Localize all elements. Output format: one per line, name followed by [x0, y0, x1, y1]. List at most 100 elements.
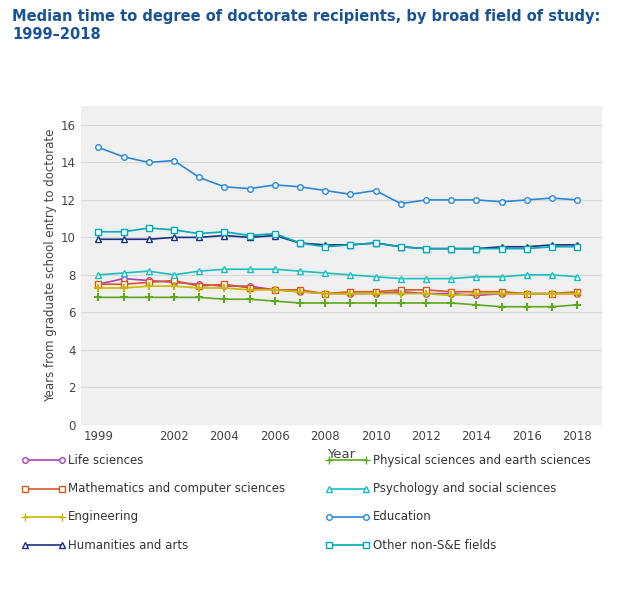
Engineering	[448, 292, 455, 299]
Psychology and social sciences	[448, 275, 455, 282]
Mathematics and computer sciences	[448, 288, 455, 295]
Psychology and social sciences	[322, 270, 329, 277]
Psychology and social sciences	[523, 271, 530, 278]
Physical sciences and earth sciences	[498, 303, 505, 310]
Life sciences	[120, 275, 127, 282]
Physical sciences and earth sciences	[220, 296, 228, 303]
Physical sciences and earth sciences	[372, 300, 379, 307]
Other non-S&E fields	[246, 232, 253, 239]
Life sciences	[170, 279, 178, 286]
Education	[523, 196, 530, 204]
Education	[120, 153, 127, 160]
Text: Humanities and arts: Humanities and arts	[68, 539, 189, 552]
Psychology and social sciences	[145, 268, 153, 275]
Life sciences	[94, 281, 102, 288]
Mathematics and computer sciences	[246, 284, 253, 291]
Physical sciences and earth sciences	[246, 296, 253, 303]
Text: Mathematics and computer sciences: Mathematics and computer sciences	[68, 482, 286, 495]
Physical sciences and earth sciences	[145, 294, 153, 301]
Life sciences	[296, 288, 304, 295]
Other non-S&E fields	[498, 245, 505, 252]
Education	[220, 183, 228, 191]
Other non-S&E fields	[473, 245, 480, 252]
Physical sciences and earth sciences	[473, 301, 480, 309]
Other non-S&E fields	[372, 240, 379, 247]
Education	[372, 187, 379, 194]
Humanities and arts	[220, 232, 228, 239]
Other non-S&E fields	[347, 241, 354, 248]
Physical sciences and earth sciences	[322, 300, 329, 307]
Psychology and social sciences	[296, 268, 304, 275]
Physical sciences and earth sciences	[422, 300, 430, 307]
Line: Engineering: Engineering	[94, 282, 581, 300]
Life sciences	[220, 283, 228, 290]
Engineering	[322, 290, 329, 297]
Psychology and social sciences	[196, 268, 203, 275]
Engineering	[473, 290, 480, 297]
Education	[498, 198, 505, 205]
Line: Humanities and arts: Humanities and arts	[95, 232, 581, 252]
Mathematics and computer sciences	[422, 286, 430, 293]
Line: Life sciences: Life sciences	[96, 276, 580, 299]
Mathematics and computer sciences	[94, 281, 102, 288]
Other non-S&E fields	[296, 240, 304, 247]
Mathematics and computer sciences	[220, 281, 228, 288]
Mathematics and computer sciences	[322, 290, 329, 297]
Other non-S&E fields	[271, 230, 278, 237]
Education	[296, 183, 304, 191]
Humanities and arts	[145, 236, 153, 243]
Psychology and social sciences	[220, 266, 228, 273]
Physical sciences and earth sciences	[448, 300, 455, 307]
Engineering	[246, 286, 253, 293]
Education	[448, 196, 455, 204]
Engineering	[271, 286, 278, 293]
Life sciences	[573, 290, 581, 297]
Mathematics and computer sciences	[372, 288, 379, 295]
Other non-S&E fields	[94, 228, 102, 235]
Psychology and social sciences	[372, 273, 379, 280]
Humanities and arts	[372, 240, 379, 247]
Physical sciences and earth sciences	[347, 300, 354, 307]
Psychology and social sciences	[246, 266, 253, 273]
Engineering	[422, 290, 430, 297]
Mathematics and computer sciences	[271, 286, 278, 293]
Engineering	[120, 284, 127, 291]
Psychology and social sciences	[548, 271, 556, 278]
X-axis label: Year: Year	[327, 448, 356, 461]
Engineering	[347, 290, 354, 297]
Physical sciences and earth sciences	[296, 300, 304, 307]
Line: Psychology and social sciences: Psychology and social sciences	[95, 266, 581, 282]
Life sciences	[548, 290, 556, 297]
Mathematics and computer sciences	[573, 288, 581, 295]
Psychology and social sciences	[573, 273, 581, 280]
Text: 1999–2018: 1999–2018	[12, 27, 101, 41]
Humanities and arts	[170, 234, 178, 241]
Education	[473, 196, 480, 204]
Line: Education: Education	[96, 145, 580, 206]
Physical sciences and earth sciences	[548, 303, 556, 310]
Engineering	[196, 284, 203, 291]
Mathematics and computer sciences	[498, 288, 505, 295]
Life sciences	[498, 290, 505, 297]
Text: Education: Education	[373, 510, 432, 523]
Humanities and arts	[94, 236, 102, 243]
Text: Median time to degree of doctorate recipients, by broad field of study:: Median time to degree of doctorate recip…	[12, 9, 601, 24]
Mathematics and computer sciences	[196, 283, 203, 290]
Other non-S&E fields	[322, 243, 329, 250]
Other non-S&E fields	[548, 243, 556, 250]
Other non-S&E fields	[120, 228, 127, 235]
Life sciences	[448, 290, 455, 297]
Mathematics and computer sciences	[548, 290, 556, 297]
Text: Psychology and social sciences: Psychology and social sciences	[373, 482, 556, 495]
Humanities and arts	[422, 245, 430, 252]
Engineering	[548, 290, 556, 297]
Psychology and social sciences	[473, 273, 480, 280]
Physical sciences and earth sciences	[196, 294, 203, 301]
Education	[573, 196, 581, 204]
Psychology and social sciences	[271, 266, 278, 273]
Humanities and arts	[498, 243, 505, 250]
Life sciences	[422, 290, 430, 297]
Other non-S&E fields	[170, 227, 178, 234]
Education	[347, 191, 354, 198]
Mathematics and computer sciences	[145, 279, 153, 286]
